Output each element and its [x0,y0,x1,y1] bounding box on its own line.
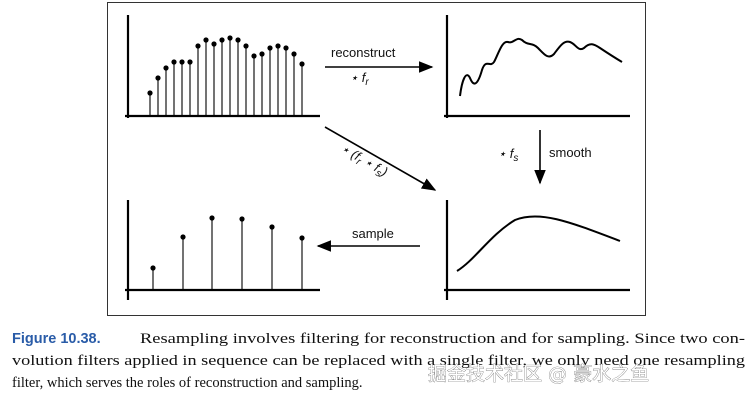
stem-dot [291,51,297,57]
reconstructed-curve [459,37,623,97]
arrow [324,126,437,191]
watermark: 掘金技术社区 @ 豪水之鱼 [428,363,649,385]
caption-line: filter, which serves the roles of recons… [12,375,363,391]
stem-dot [147,90,153,96]
stem-dot [209,215,215,221]
stem-dot [155,75,161,81]
stem-dot [299,61,305,67]
stem-dot [269,224,275,230]
axes [125,200,320,300]
axes [444,15,630,118]
smoothed-curve [456,215,621,272]
resampled-stems [150,215,305,290]
stem-dot [187,59,193,65]
stem-dot [251,53,257,59]
stem-dot [243,43,249,49]
stem-dot [267,45,273,51]
stem-dot [211,41,217,47]
stem-dot [195,43,201,49]
arrow-label: sample [352,226,394,241]
axes [125,15,320,118]
stem-dot [171,59,177,65]
stem-dot [163,65,169,71]
figure-frame [107,2,646,316]
stem-dot [203,37,209,43]
caption-line: Resampling involves filtering for recons… [140,331,745,347]
stem-dot [235,37,241,43]
figure-number: Figure 10.38. [12,331,101,347]
caption-line: volution filters applied in sequence can… [12,353,745,369]
stem-dot [239,216,245,222]
stem-dot [275,43,281,49]
stem-dot [259,51,265,57]
stem-dot [150,265,156,271]
stem-dot [219,37,225,43]
arrow-label: ⋆ fr [350,70,369,88]
arrow-label: ⋆ (fr ⋆ fs) [337,141,390,182]
stem-dot [299,235,305,241]
stem-dot [227,35,233,41]
stem-dot [283,45,289,51]
stem-dot [180,234,186,240]
stem-dot [179,59,185,65]
sample-stems [147,35,305,116]
arrow-label: ⋆ fs [498,146,518,164]
arrow-label: reconstruct [331,45,396,60]
arrow-label: smooth [549,145,592,160]
axes [444,200,630,300]
